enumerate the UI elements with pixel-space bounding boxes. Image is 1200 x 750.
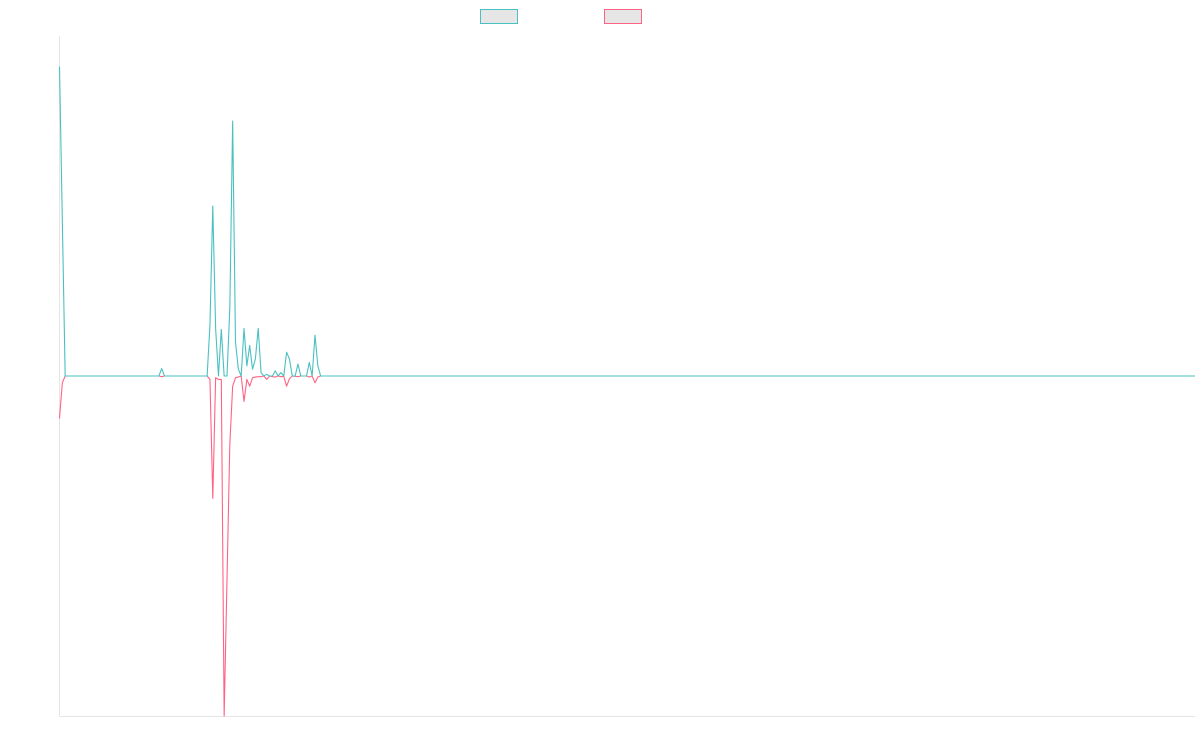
series-layer [58,66,1195,717]
legend-swatch-series-1 [480,9,518,24]
series-line-2 [58,375,1195,717]
series-line-1 [58,66,1195,377]
legend-swatch-series-2 [604,9,642,24]
legend-item-series-1[interactable] [480,9,524,24]
legend-item-series-2[interactable] [604,9,648,24]
legend [0,9,1200,27]
